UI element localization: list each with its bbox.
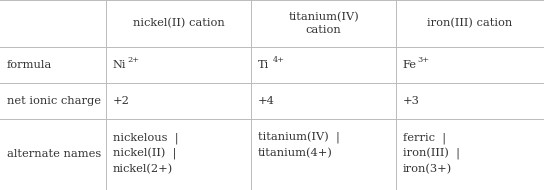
Text: nickelous  |
nickel(II)  |
nickel(2+): nickelous | nickel(II) | nickel(2+) (113, 132, 178, 174)
Text: +3: +3 (403, 96, 419, 106)
Text: ferric  |
iron(III)  |
iron(3+): ferric | iron(III) | iron(3+) (403, 132, 460, 174)
Text: Ni: Ni (113, 60, 126, 70)
Text: titanium(IV)
cation: titanium(IV) cation (288, 12, 359, 35)
Text: Fe: Fe (403, 60, 417, 70)
Text: nickel(II) cation: nickel(II) cation (133, 18, 225, 28)
Text: Ti: Ti (258, 60, 269, 70)
Text: iron(III) cation: iron(III) cation (428, 18, 512, 28)
Text: titanium(IV)  |
titanium(4+): titanium(IV) | titanium(4+) (258, 132, 340, 159)
Text: 3+: 3+ (418, 56, 430, 64)
Text: alternate names: alternate names (7, 149, 101, 159)
Text: net ionic charge: net ionic charge (7, 96, 101, 106)
Text: +4: +4 (258, 96, 275, 106)
Text: 4+: 4+ (273, 56, 285, 64)
Text: formula: formula (7, 60, 52, 70)
Text: 2+: 2+ (128, 56, 140, 64)
Text: +2: +2 (113, 96, 129, 106)
